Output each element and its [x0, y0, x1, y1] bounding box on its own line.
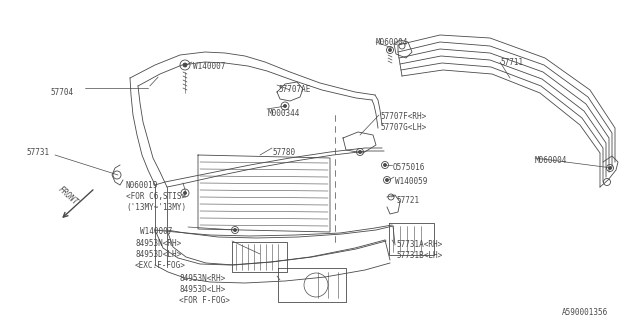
Text: 57731A<RH>: 57731A<RH> — [396, 240, 442, 249]
Text: 57707F<RH>: 57707F<RH> — [380, 112, 426, 121]
Circle shape — [609, 166, 611, 170]
Text: 57780: 57780 — [272, 148, 295, 157]
Text: W140007: W140007 — [193, 62, 225, 71]
Text: W140059: W140059 — [395, 177, 428, 186]
Circle shape — [358, 150, 362, 154]
Circle shape — [388, 49, 392, 52]
Text: 57731: 57731 — [26, 148, 49, 157]
Circle shape — [234, 228, 237, 231]
Circle shape — [284, 105, 287, 108]
Text: 84953N<RH>: 84953N<RH> — [179, 274, 225, 283]
Text: 57711: 57711 — [500, 58, 523, 67]
Text: A590001356: A590001356 — [562, 308, 608, 317]
Text: <FOR C6,STIS>: <FOR C6,STIS> — [126, 192, 186, 201]
Text: N060019: N060019 — [126, 181, 158, 190]
Text: FRONT: FRONT — [56, 185, 79, 207]
Text: 57707G<LH>: 57707G<LH> — [380, 123, 426, 132]
Circle shape — [385, 179, 388, 181]
Circle shape — [383, 164, 387, 166]
Circle shape — [184, 191, 186, 195]
Text: 57707AE: 57707AE — [278, 85, 310, 94]
Text: O575016: O575016 — [393, 163, 426, 172]
Text: M000344: M000344 — [268, 109, 300, 118]
Text: 57731B<LH>: 57731B<LH> — [396, 251, 442, 260]
Text: 84953D<LH>: 84953D<LH> — [135, 250, 181, 259]
Text: M060004: M060004 — [376, 38, 408, 47]
Text: ('13MY~'13MY): ('13MY~'13MY) — [126, 203, 186, 212]
Text: <FOR F-FOG>: <FOR F-FOG> — [179, 296, 230, 305]
Text: 84953N<RH>: 84953N<RH> — [135, 239, 181, 248]
Text: 57721: 57721 — [396, 196, 419, 205]
Text: 57704: 57704 — [50, 88, 73, 97]
Text: 84953D<LH>: 84953D<LH> — [179, 285, 225, 294]
Text: <EXC.F-FOG>: <EXC.F-FOG> — [135, 261, 186, 270]
Text: W140007: W140007 — [140, 227, 172, 236]
Text: M060004: M060004 — [535, 156, 568, 165]
Circle shape — [183, 63, 187, 67]
